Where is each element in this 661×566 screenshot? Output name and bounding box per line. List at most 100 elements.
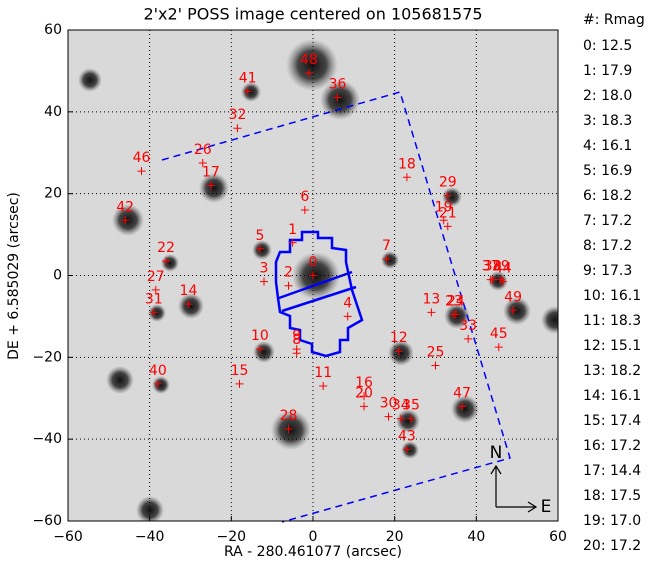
list-entry: 11: 18.3 — [583, 313, 641, 329]
star-label: 21 — [439, 205, 457, 221]
star-marker — [443, 191, 452, 200]
list-entry: 9: 17.3 — [583, 263, 632, 279]
y-tick-label: 0 — [53, 268, 62, 284]
star-marker — [243, 87, 252, 96]
star-label: 8 — [292, 332, 301, 348]
star-label: 14 — [180, 283, 198, 299]
compass-e: E — [541, 497, 552, 517]
star-marker — [360, 392, 369, 401]
y-tick-label: 20 — [44, 186, 62, 202]
star-label: 32 — [229, 107, 247, 123]
list-entry: 14: 16.1 — [583, 388, 641, 404]
star-marker — [333, 93, 342, 102]
star-label: 33 — [459, 318, 477, 334]
star-marker — [309, 271, 317, 280]
star-marker — [443, 222, 452, 231]
star-marker — [162, 257, 170, 266]
list-entry: 10: 16.1 — [583, 288, 641, 304]
star-label: 13 — [423, 291, 441, 307]
star-marker — [300, 206, 309, 215]
star-marker — [407, 414, 415, 423]
x-tick-label: 0 — [309, 529, 318, 545]
star-marker — [153, 379, 162, 388]
list-entry: 1: 17.9 — [583, 63, 632, 79]
list-entry: 19: 17.0 — [583, 513, 641, 529]
star-label: 42 — [116, 199, 134, 215]
list-entry: 6: 18.2 — [583, 188, 632, 204]
star-marker — [488, 275, 497, 284]
list-title: #: Rmag — [583, 12, 645, 28]
compass — [490, 464, 538, 513]
star-label: 30 — [380, 396, 398, 412]
star-marker — [235, 379, 244, 388]
star-label: 37 — [482, 259, 500, 275]
x-tick-label: −20 — [217, 529, 247, 545]
star-label: 38 — [484, 259, 502, 275]
compass-e-arrow — [496, 501, 538, 513]
star-label: 9 — [292, 328, 301, 344]
aperture-band — [278, 270, 357, 313]
list-entry: 8: 17.2 — [583, 238, 632, 254]
star-marker — [360, 402, 369, 411]
star-label: 6 — [300, 189, 309, 205]
star-label: 25 — [427, 345, 445, 361]
star-marker — [384, 412, 393, 421]
star-label: 28 — [280, 408, 298, 424]
star-marker — [496, 275, 505, 284]
star-label: 35 — [402, 398, 420, 414]
star-label: 3 — [260, 261, 269, 277]
y-tick-label: −20 — [32, 349, 62, 365]
star-label: 36 — [329, 77, 347, 93]
list-entry: 5: 16.9 — [583, 163, 632, 179]
star-label: 5 — [255, 228, 264, 244]
star-marker — [198, 158, 207, 167]
y-tick-label: −40 — [32, 431, 62, 447]
star-label: 23 — [445, 293, 463, 309]
star-label: 43 — [398, 428, 416, 444]
star-label: 44 — [494, 261, 512, 277]
list-entry: 3: 18.3 — [583, 113, 632, 129]
star-label: 4 — [343, 295, 352, 311]
star-label: 22 — [157, 240, 175, 256]
compass-n: N — [490, 443, 503, 463]
star-marker — [288, 238, 297, 247]
star-label: 26 — [194, 142, 212, 158]
star-marker — [255, 345, 264, 354]
x-tick-label: 40 — [467, 529, 485, 545]
star-marker — [394, 347, 403, 356]
list-entry: 17: 14.4 — [583, 463, 641, 479]
star-marker — [382, 255, 391, 264]
chart-title: 2'x2' POSS image centered on 105681575 — [143, 5, 482, 24]
list-entry: 20: 17.2 — [583, 538, 641, 554]
star-marker — [121, 216, 130, 225]
list-entry: 4: 16.1 — [583, 138, 632, 154]
list-entry: 0: 12.5 — [583, 38, 632, 54]
list-entry: 12: 15.1 — [583, 338, 641, 354]
star-marker — [206, 181, 215, 190]
x-axis-label: RA - 280.461077 (arcsec) — [224, 544, 402, 560]
list-entry: 15: 17.4 — [583, 413, 641, 429]
star-label: 41 — [239, 70, 257, 86]
star-label: 7 — [382, 238, 391, 254]
star-marker — [292, 345, 301, 354]
list-entry: 7: 17.2 — [583, 213, 632, 229]
list-entry: 18: 17.5 — [583, 488, 641, 504]
star-label: 49 — [504, 289, 522, 305]
star-marker — [260, 277, 268, 286]
star-marker — [431, 361, 440, 370]
y-tick-label: 40 — [44, 104, 62, 120]
star-label: 10 — [251, 328, 269, 344]
star-marker — [255, 244, 264, 253]
x-tick-label: −40 — [135, 529, 165, 545]
overlay — [161, 91, 511, 523]
x-tick-label: −60 — [53, 529, 83, 545]
star-label: 1 — [288, 222, 297, 238]
star-label: 31 — [145, 291, 163, 307]
star-label: 19 — [435, 199, 453, 215]
star-marker — [284, 424, 293, 433]
star-marker — [149, 308, 158, 317]
star-label: 11 — [314, 365, 332, 381]
star-label: 47 — [453, 385, 471, 401]
star-marker — [498, 277, 507, 286]
